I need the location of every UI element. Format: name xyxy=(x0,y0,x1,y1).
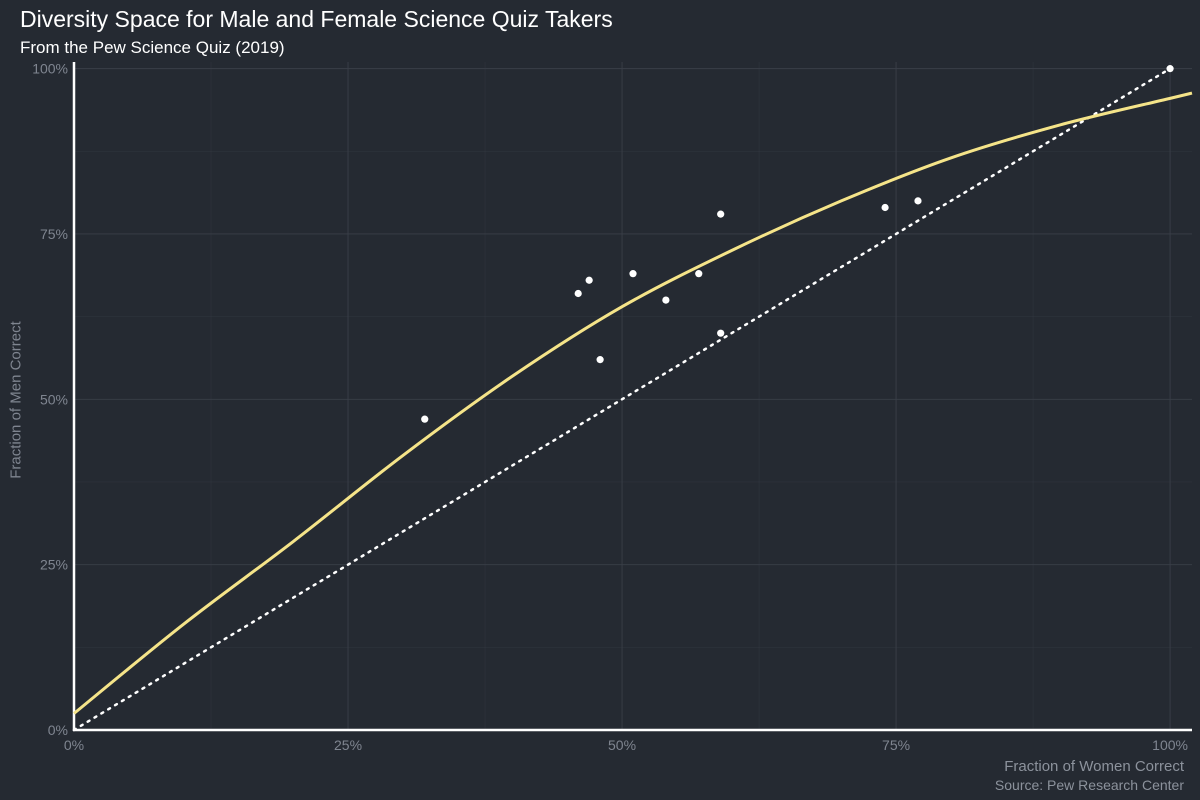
y-tick-label-1: 25% xyxy=(40,557,68,573)
x-axis-label: Fraction of Women Correct xyxy=(1004,758,1184,775)
x-tick-label-3: 75% xyxy=(882,737,910,753)
fit-curve-layer xyxy=(73,91,1193,715)
data-point-0 xyxy=(421,415,429,423)
data-point-7 xyxy=(717,210,725,218)
x-tick-label-4: 100% xyxy=(1152,737,1188,753)
y-tick-label-0: 0% xyxy=(48,722,68,738)
data-points xyxy=(421,65,1174,423)
y-tick-label-4: 100% xyxy=(32,61,68,77)
source-caption: Source: Pew Research Center xyxy=(994,777,1184,793)
data-point-8 xyxy=(717,329,725,337)
x-tick-label-2: 50% xyxy=(608,737,636,753)
data-point-2 xyxy=(585,276,593,284)
data-point-9 xyxy=(881,203,889,212)
data-point-10 xyxy=(914,197,922,205)
fit-curve xyxy=(73,91,1193,715)
x-tick-label-0: 0% xyxy=(64,737,84,753)
grid-lines xyxy=(73,62,1192,731)
data-point-11 xyxy=(1166,65,1174,73)
data-point-1 xyxy=(574,289,582,298)
data-point-3 xyxy=(596,356,604,364)
data-point-4 xyxy=(629,270,637,278)
y-tick-label-3: 75% xyxy=(40,226,68,242)
reference-line xyxy=(72,67,1172,732)
tick-labels: 0% 25% 50% 75% 100% 0% 25% 50% 75% 100% xyxy=(32,61,1188,753)
axes xyxy=(72,62,1192,732)
data-point-6 xyxy=(695,270,703,278)
reference-line-layer xyxy=(72,67,1172,732)
chart-subtitle: From the Pew Science Quiz (2019) xyxy=(20,38,285,57)
y-tick-label-2: 50% xyxy=(40,391,68,407)
chart-title: Diversity Space for Male and Female Scie… xyxy=(20,6,613,32)
x-tick-label-1: 25% xyxy=(334,737,362,753)
data-point-5 xyxy=(662,296,670,304)
